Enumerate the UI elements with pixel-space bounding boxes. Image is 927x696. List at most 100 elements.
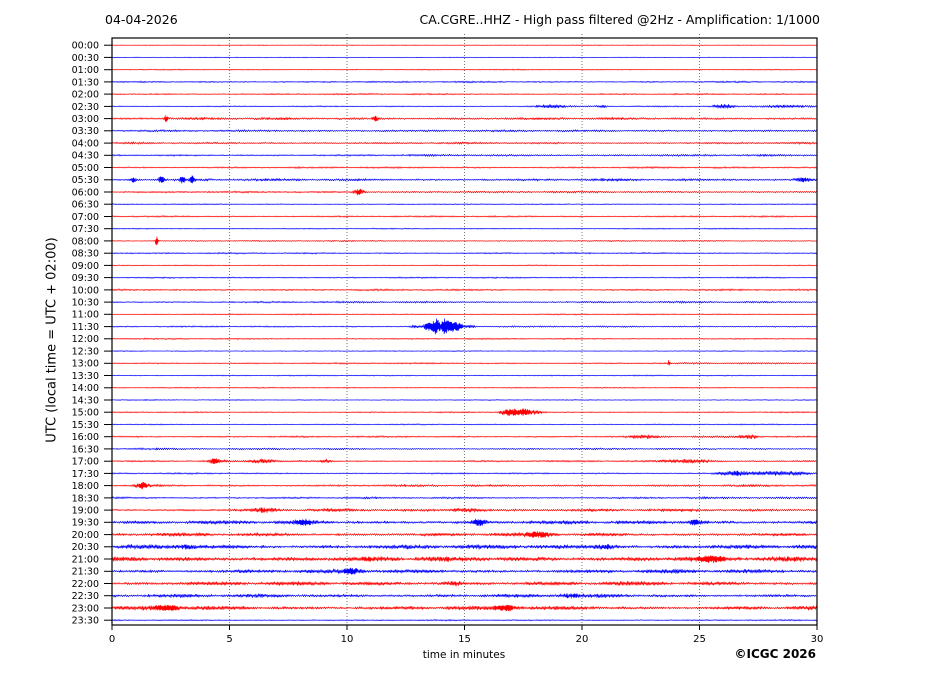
y-tick-label: 23:30 bbox=[72, 616, 99, 627]
trace-19:30 bbox=[111, 518, 818, 527]
y-tick-label: 21:30 bbox=[72, 567, 99, 578]
y-tick-label: 10:00 bbox=[72, 285, 99, 296]
trace-01:00 bbox=[111, 68, 818, 71]
trace-19:00 bbox=[111, 507, 817, 513]
x-axis-label: time in minutes bbox=[422, 649, 506, 661]
y-tick-label: 14:30 bbox=[72, 395, 99, 406]
trace-05:00 bbox=[111, 166, 818, 169]
y-tick-label: 17:00 bbox=[72, 457, 99, 468]
y-tick-label: 18:30 bbox=[72, 493, 99, 504]
trace-16:30 bbox=[111, 447, 817, 451]
y-tick-label: 17:30 bbox=[72, 469, 99, 480]
y-tick-label: 18:00 bbox=[72, 481, 99, 492]
trace-09:00 bbox=[111, 264, 818, 267]
trace-12:30 bbox=[111, 350, 818, 352]
y-tick-label: 01:00 bbox=[72, 65, 99, 76]
trace-08:30 bbox=[111, 251, 818, 255]
y-tick-label: 23:00 bbox=[72, 603, 99, 614]
y-tick-label: 07:00 bbox=[72, 212, 99, 223]
y-tick-label: 08:00 bbox=[72, 236, 99, 247]
y-tick-label: 04:30 bbox=[72, 151, 99, 162]
trace-00:00 bbox=[111, 44, 818, 46]
x-tick-label: 25 bbox=[693, 634, 706, 645]
trace-10:30 bbox=[111, 300, 817, 304]
copyright-label: ©ICGC 2026 bbox=[734, 647, 816, 661]
trace-03:00 bbox=[111, 115, 817, 122]
trace-21:00 bbox=[111, 555, 817, 564]
y-tick-label: 16:30 bbox=[72, 444, 99, 455]
y-tick-label: 19:00 bbox=[72, 506, 99, 517]
trace-15:30 bbox=[111, 423, 818, 426]
y-tick-label: 00:30 bbox=[72, 53, 99, 64]
y-tick-label: 15:30 bbox=[72, 420, 99, 431]
trace-12:00 bbox=[111, 337, 818, 340]
trace-17:00 bbox=[111, 458, 817, 465]
x-tick-label: 0 bbox=[109, 634, 115, 645]
trace-06:30 bbox=[111, 203, 818, 206]
y-tick-label: 21:00 bbox=[72, 554, 99, 565]
y-tick-label: 02:30 bbox=[72, 102, 99, 113]
y-tick-label: 14:00 bbox=[72, 383, 99, 394]
y-tick-label: 06:30 bbox=[72, 200, 99, 211]
y-tick-label: 09:30 bbox=[72, 273, 99, 284]
trace-23:30 bbox=[111, 618, 818, 622]
y-tick-label: 13:30 bbox=[72, 371, 99, 382]
trace-22:00 bbox=[111, 580, 818, 587]
plot-title: CA.CGRE..HHZ - High pass filtered @2Hz -… bbox=[419, 12, 820, 27]
y-tick-label: 19:30 bbox=[72, 518, 99, 529]
y-tick-label: 22:30 bbox=[72, 591, 99, 602]
x-tick-label: 30 bbox=[811, 634, 824, 645]
trace-07:30 bbox=[111, 227, 818, 230]
y-tick-label: 04:00 bbox=[72, 139, 99, 150]
y-tick-label: 13:00 bbox=[72, 359, 99, 370]
trace-15:00 bbox=[111, 408, 818, 417]
trace-13:00 bbox=[111, 359, 817, 366]
y-tick-label: 07:30 bbox=[72, 224, 99, 235]
trace-13:30 bbox=[111, 374, 818, 377]
y-tick-label: 15:00 bbox=[72, 408, 99, 419]
trace-04:30 bbox=[111, 153, 817, 157]
y-tick-label: 00:00 bbox=[72, 41, 99, 52]
trace-17:30 bbox=[111, 470, 817, 477]
trace-20:00 bbox=[111, 531, 817, 538]
y-tick-label: 08:30 bbox=[72, 249, 99, 260]
y-tick-label: 11:00 bbox=[72, 310, 99, 321]
x-tick-label: 20 bbox=[576, 634, 589, 645]
y-tick-label: 22:00 bbox=[72, 579, 99, 590]
trace-10:00 bbox=[111, 288, 818, 292]
trace-09:30 bbox=[111, 276, 818, 279]
trace-11:00 bbox=[111, 313, 818, 316]
y-tick-label: 03:30 bbox=[72, 126, 99, 137]
trace-21:30 bbox=[111, 567, 817, 575]
trace-05:30 bbox=[111, 175, 817, 184]
trace-18:30 bbox=[111, 496, 817, 500]
trace-11:30 bbox=[111, 318, 817, 335]
trace-20:30 bbox=[111, 544, 817, 550]
trace-06:00 bbox=[111, 188, 817, 196]
trace-03:30 bbox=[111, 129, 817, 133]
trace-00:30 bbox=[111, 56, 818, 59]
y-tick-label: 20:00 bbox=[72, 530, 99, 541]
y-tick-label: 11:30 bbox=[72, 322, 99, 333]
trace-16:00 bbox=[111, 434, 818, 440]
y-tick-label: 10:30 bbox=[72, 298, 99, 309]
trace-04:00 bbox=[111, 141, 818, 145]
y-tick-label: 16:00 bbox=[72, 432, 99, 443]
trace-07:00 bbox=[111, 215, 818, 218]
y-tick-label: 09:00 bbox=[72, 261, 99, 272]
y-tick-label: 12:00 bbox=[72, 334, 99, 345]
y-tick-label: 05:30 bbox=[72, 175, 99, 186]
trace-08:00 bbox=[111, 236, 817, 246]
date-title: 04-04-2026 bbox=[105, 12, 178, 27]
y-tick-label: 06:00 bbox=[72, 187, 99, 198]
y-tick-label: 02:00 bbox=[72, 90, 99, 101]
trace-18:00 bbox=[111, 481, 817, 490]
trace-23:00 bbox=[111, 604, 818, 612]
trace-14:30 bbox=[111, 399, 818, 401]
y-tick-label: 01:30 bbox=[72, 77, 99, 88]
trace-02:00 bbox=[111, 92, 818, 96]
x-tick-label: 5 bbox=[226, 634, 232, 645]
y-tick-label: 03:00 bbox=[72, 114, 99, 125]
y-tick-label: 12:30 bbox=[72, 346, 99, 357]
